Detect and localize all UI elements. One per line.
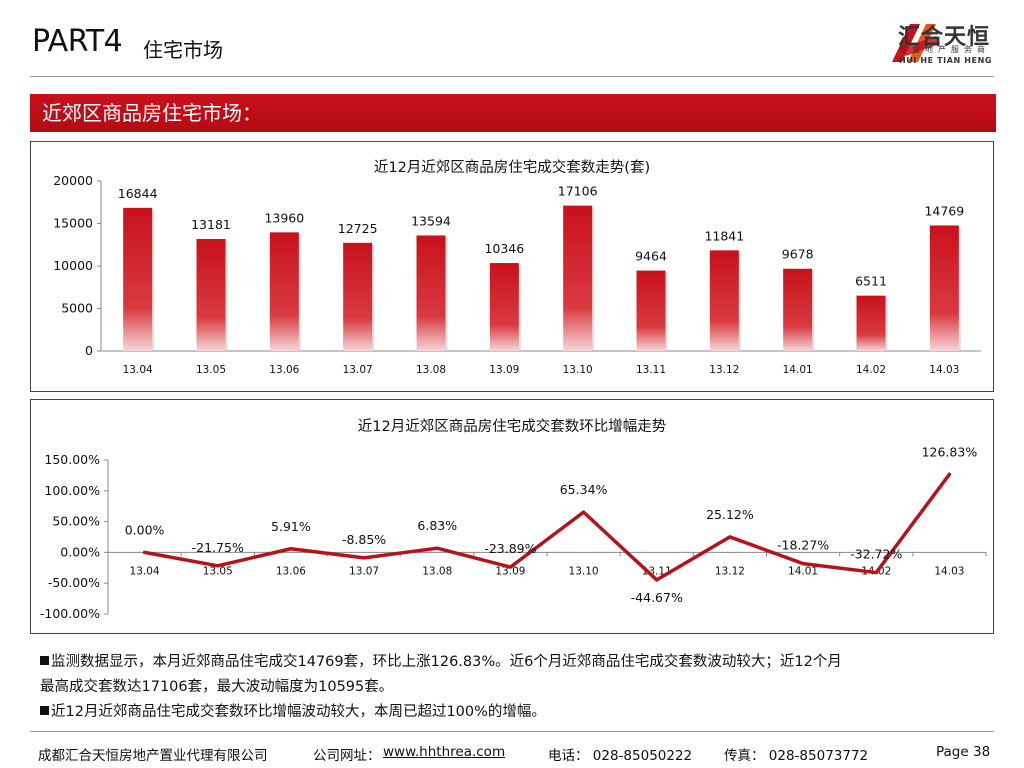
bar (196, 238, 226, 351)
bar-x-tick-label: 13.10 (563, 364, 593, 376)
part-subtitle: 住宅市场 (143, 38, 223, 62)
bar-chart-panel: 近12月近郊区商品房住宅成交套数走势(套) 0 5000 10000 15000 2000… (30, 141, 994, 392)
bar-x-tick-label: 14.02 (856, 364, 886, 376)
footer-phone: 电话： 028-85050222 (548, 748, 693, 764)
bar-data-label: 13960 (264, 210, 304, 225)
line-chart-panel: 近12月近郊区商品房住宅成交套数环比增幅走势 -100.00% -50.00% 0.0… (30, 399, 994, 634)
bar-x-tick-label: 13.05 (196, 364, 226, 376)
bar (636, 270, 666, 351)
note-line-1: 监测数据显示，本月近郊商品住宅成交14769套，环比上涨126.83%。近6个月… (40, 650, 990, 675)
line-y-tick-label: -50.00% (48, 575, 100, 590)
line-data-label: 25.12% (706, 507, 754, 522)
bar-data-label: 13594 (411, 213, 451, 228)
bar-chart-title: 近12月近郊区商品房住宅成交套数走势(套) (374, 158, 650, 176)
bar-x-tick-label: 13.07 (343, 364, 373, 376)
bar-x-tick-label: 13.08 (416, 364, 446, 376)
line-data-label: -44.67% (631, 590, 683, 605)
line-data-label: -21.75% (192, 540, 244, 555)
bar (416, 235, 446, 351)
footer-fax: 传真： 028-85073772 (724, 748, 869, 764)
square-bullet-icon (40, 656, 49, 665)
line-data-label: 65.34% (560, 482, 608, 497)
bar-x-tick-label: 13.09 (489, 364, 519, 376)
bar-data-label: 11841 (704, 228, 744, 243)
line-x-tick-label: 13.08 (422, 565, 452, 577)
bar (343, 242, 373, 351)
bar-y-tick-label: 0 (85, 343, 93, 358)
line-data-label: 5.91% (271, 519, 311, 534)
line-data-label: 0.00% (125, 522, 165, 537)
bar-x-tick-label: 13.11 (636, 364, 666, 376)
square-bullet-icon (40, 706, 49, 715)
bar-data-label: 16844 (118, 186, 158, 201)
footer-company: 成都汇合天恒房地产置业代理有限公司 (38, 748, 268, 764)
bar (856, 295, 886, 351)
hh-logo-mark-icon (892, 24, 940, 62)
line-y-tick-label: -100.00% (40, 606, 100, 621)
note-line-3: 近12月近郊商品住宅成交套数环比增幅波动较大，本周已超过100%的增幅。 (40, 700, 990, 725)
line-data-label: -8.85% (342, 532, 386, 547)
bar-y-tick-label: 10000 (53, 258, 93, 273)
slide-header: PART4 住宅市场 汇合天恒 专业地产服务商 HUI HE TIAN HENG (0, 0, 1024, 80)
line-data-label: -23.89% (484, 541, 536, 556)
bar (563, 205, 593, 351)
line-x-tick-label: 14.03 (934, 565, 964, 577)
bar-x-tick-label: 13.12 (709, 364, 739, 376)
line-data-label: -18.27% (777, 538, 829, 553)
line-x-tick-label: 13.06 (276, 565, 306, 577)
bar (709, 250, 739, 351)
bar (783, 268, 813, 351)
bar-y-tick-label: 20000 (53, 173, 93, 188)
line-x-tick-label: 13.10 (569, 565, 599, 577)
bar-data-label: 14769 (924, 203, 964, 218)
line-y-tick-label: 100.00% (44, 483, 100, 498)
analysis-notes: 监测数据显示，本月近郊商品住宅成交14769套，环比上涨126.83%。近6个月… (40, 650, 990, 725)
bar-x-tick-label: 13.04 (123, 364, 153, 376)
line-data-label: 126.83% (922, 444, 978, 459)
bar (929, 225, 959, 351)
part-title: PART4 (32, 24, 123, 59)
line-x-tick-label: 13.04 (130, 565, 160, 577)
bar-data-label: 17106 (558, 184, 598, 199)
logo-text-cn: 汇合天恒 (898, 25, 991, 50)
header-divider (30, 76, 994, 77)
line-chart: 近12月近郊区商品房住宅成交套数环比增幅走势 -100.00% -50.00% 0.0… (40, 417, 987, 621)
line-x-tick-label: 13.12 (715, 565, 745, 577)
line-data-label: -32.72% (850, 547, 902, 562)
logo-text-sub: 专业地产服务商 (899, 45, 990, 54)
bar-data-label: 9678 (782, 247, 814, 262)
line-data-label: 6.83% (417, 518, 457, 533)
footer-divider (30, 731, 994, 732)
bar-y-tick-label: 15000 (53, 216, 93, 231)
bar-data-label: 9464 (635, 249, 667, 264)
section-banner: 近郊区商品房住宅市场： (30, 94, 996, 132)
line-y-tick-label: 0.00% (60, 544, 100, 559)
bar-data-label: 13181 (191, 217, 231, 232)
line-y-tick-label: 150.00% (44, 452, 100, 467)
line-y-tick-label: 50.00% (52, 514, 100, 529)
bar (269, 232, 299, 351)
line-x-tick-label: 13.09 (495, 565, 525, 577)
line-x-tick-label: 14.01 (788, 565, 818, 577)
line-series (142, 472, 952, 582)
bar-x-tick-label: 13.06 (269, 364, 299, 376)
footer-page: Page 38 (936, 744, 991, 760)
footer-site-label: 公司网址： (313, 748, 381, 764)
bar-data-label: 10346 (484, 241, 524, 256)
bar-data-label: 12725 (338, 221, 378, 236)
bar-x-tick-label: 14.03 (929, 364, 959, 376)
bar-x-tick-label: 14.01 (783, 364, 813, 376)
bar-chart: 近12月近郊区商品房住宅成交套数走势(套) 0 5000 10000 15000 2000… (53, 158, 981, 376)
line-x-tick-label: 13.05 (203, 565, 233, 577)
slide-footer: 成都汇合天恒房地产置业代理有限公司 公司网址： www.hhthrea.com … (0, 744, 1024, 764)
footer-site-link[interactable]: www.hhthrea.com (383, 744, 506, 760)
bar (123, 207, 153, 351)
logo-text-en: HUI HE TIAN HENG (899, 56, 993, 65)
line-chart-title: 近12月近郊区商品房住宅成交套数环比增幅走势 (358, 417, 666, 435)
line-x-tick-label: 13.07 (349, 565, 379, 577)
bar-y-tick-label: 5000 (61, 301, 93, 316)
bar-data-label: 6511 (855, 274, 887, 289)
note-line-2: 最高成交套数达17106套，最大波动幅度为10595套。 (40, 679, 394, 695)
bar (489, 263, 519, 351)
